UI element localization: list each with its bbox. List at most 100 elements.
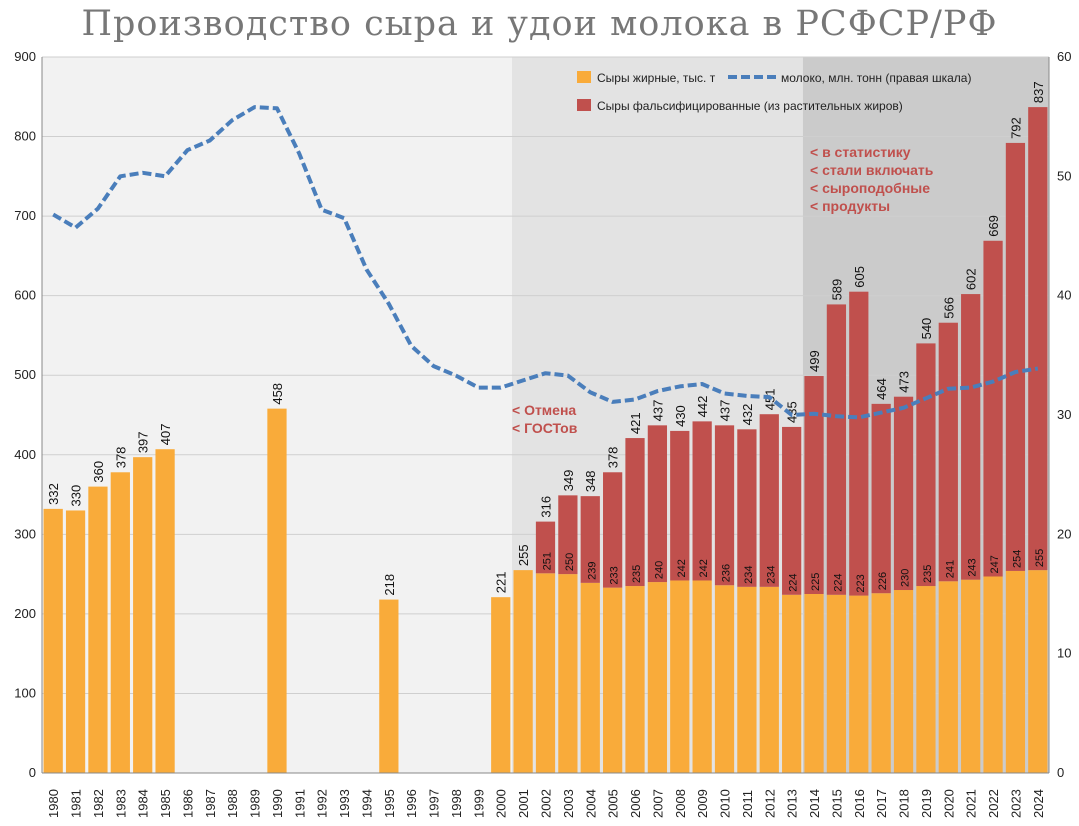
x-tick-label: 1982 xyxy=(91,789,106,818)
value-label: 239 xyxy=(586,562,598,580)
bar-yellow-1981 xyxy=(65,510,86,773)
bar-yellow-2018 xyxy=(893,590,914,773)
bar-red-2017 xyxy=(871,403,891,594)
total-label: 442 xyxy=(695,396,710,418)
y-tick-label: 700 xyxy=(14,208,36,223)
x-tick-label: 2002 xyxy=(539,789,554,818)
x-tick-label: 1993 xyxy=(337,789,352,818)
x-tick-label: 2006 xyxy=(628,789,643,818)
total-label: 349 xyxy=(561,470,576,492)
y-tick-label: 0 xyxy=(29,765,36,780)
value-label: 330 xyxy=(69,485,84,507)
bar-red-2023 xyxy=(1005,142,1026,571)
bar-yellow-2002 xyxy=(535,573,556,773)
x-tick-label: 2010 xyxy=(718,789,733,818)
total-label: 499 xyxy=(807,350,822,372)
value-label: 247 xyxy=(989,555,1001,573)
x-tick-label: 2015 xyxy=(829,789,844,818)
bar-red-2021 xyxy=(961,294,981,580)
x-tick-label: 2003 xyxy=(561,789,576,818)
value-label: 255 xyxy=(516,544,531,566)
total-label: 378 xyxy=(606,447,621,469)
value-label: 230 xyxy=(900,569,912,587)
value-label: 242 xyxy=(698,559,710,577)
x-tick-label: 2009 xyxy=(695,789,710,818)
bar-yellow-2003 xyxy=(558,574,578,773)
bar-yellow-2005 xyxy=(603,587,623,773)
value-label: 242 xyxy=(676,559,688,577)
bar-red-2003 xyxy=(558,495,578,575)
bar-yellow-2023 xyxy=(1005,570,1026,773)
annotation-statistics: < продукты xyxy=(810,198,890,214)
bar-red-2007 xyxy=(647,425,668,583)
bar-yellow-1985 xyxy=(155,449,175,773)
annotation-gost: < Отмена xyxy=(512,402,576,418)
x-tick-label: 2024 xyxy=(1031,789,1046,818)
total-label: 605 xyxy=(852,266,867,288)
value-label: 397 xyxy=(136,431,151,453)
x-tick-label: 1998 xyxy=(449,789,464,818)
bar-yellow-2004 xyxy=(580,582,600,773)
x-tick-label: 1987 xyxy=(203,789,218,818)
total-label: 589 xyxy=(829,279,844,301)
x-tick-label: 2007 xyxy=(650,789,665,818)
bar-red-2009 xyxy=(692,421,712,581)
annotation-statistics: < сыроподобные xyxy=(810,180,930,196)
x-tick-label: 1989 xyxy=(248,789,263,818)
bar-red-2010 xyxy=(714,425,735,586)
annotation-statistics: < стали включать xyxy=(810,162,934,178)
value-label: 226 xyxy=(877,572,889,590)
y2-tick-label: 30 xyxy=(1057,407,1071,422)
total-label: 464 xyxy=(874,378,889,400)
total-label: 437 xyxy=(718,400,733,422)
value-label: 332 xyxy=(46,483,61,505)
bar-yellow-1995 xyxy=(379,599,399,773)
value-label: 407 xyxy=(158,424,173,446)
x-tick-label: 2008 xyxy=(673,789,688,818)
bar-yellow-2006 xyxy=(625,586,645,773)
bar-red-2005 xyxy=(603,472,623,588)
x-tick-label: 2005 xyxy=(606,789,621,818)
x-tick-label: 1991 xyxy=(292,789,307,818)
x-tick-label: 2018 xyxy=(897,789,912,818)
x-tick-label: 1981 xyxy=(69,789,84,818)
x-tick-label: 2017 xyxy=(874,789,889,818)
total-label: 435 xyxy=(785,401,800,423)
total-label: 566 xyxy=(941,297,956,319)
x-tick-label: 2020 xyxy=(941,789,956,818)
total-label: 316 xyxy=(539,496,554,518)
legend-label-cheese: Сыры жирные, тыс. т xyxy=(597,71,716,85)
bar-yellow-2021 xyxy=(961,579,981,773)
x-tick-label: 2012 xyxy=(762,789,777,818)
bar-yellow-1983 xyxy=(110,472,130,773)
y2-tick-label: 50 xyxy=(1057,168,1071,183)
bar-red-2008 xyxy=(670,430,690,581)
y-tick-label: 900 xyxy=(14,49,36,64)
bar-yellow-2022 xyxy=(983,576,1003,773)
total-label: 421 xyxy=(628,412,643,434)
x-tick-label: 1990 xyxy=(270,789,285,818)
x-tick-label: 2014 xyxy=(807,789,822,818)
bar-yellow-2007 xyxy=(647,582,668,773)
bar-red-2013 xyxy=(782,426,802,595)
bar-yellow-2024 xyxy=(1028,570,1048,773)
bar-red-2014 xyxy=(804,376,824,594)
x-tick-label: 1980 xyxy=(46,789,61,818)
y2-tick-label: 0 xyxy=(1057,765,1064,780)
chart-title: Производство сыра и удои молока в РСФСР/… xyxy=(81,4,998,44)
total-label: 792 xyxy=(1008,117,1023,139)
y-tick-label: 600 xyxy=(14,288,36,303)
bar-red-2022 xyxy=(983,240,1003,577)
bar-red-2002 xyxy=(535,521,556,574)
x-tick-label: 2022 xyxy=(986,789,1001,818)
x-tick-label: 1984 xyxy=(136,789,151,818)
y-tick-label: 200 xyxy=(14,606,36,621)
total-label: 540 xyxy=(919,318,934,340)
x-tick-label: 1999 xyxy=(471,789,486,818)
x-tick-label: 2001 xyxy=(516,789,531,818)
bar-red-2016 xyxy=(849,291,869,596)
bar-red-2020 xyxy=(938,322,958,582)
value-label: 254 xyxy=(1011,550,1023,568)
value-label: 251 xyxy=(542,552,554,570)
x-tick-label: 1997 xyxy=(427,789,442,818)
